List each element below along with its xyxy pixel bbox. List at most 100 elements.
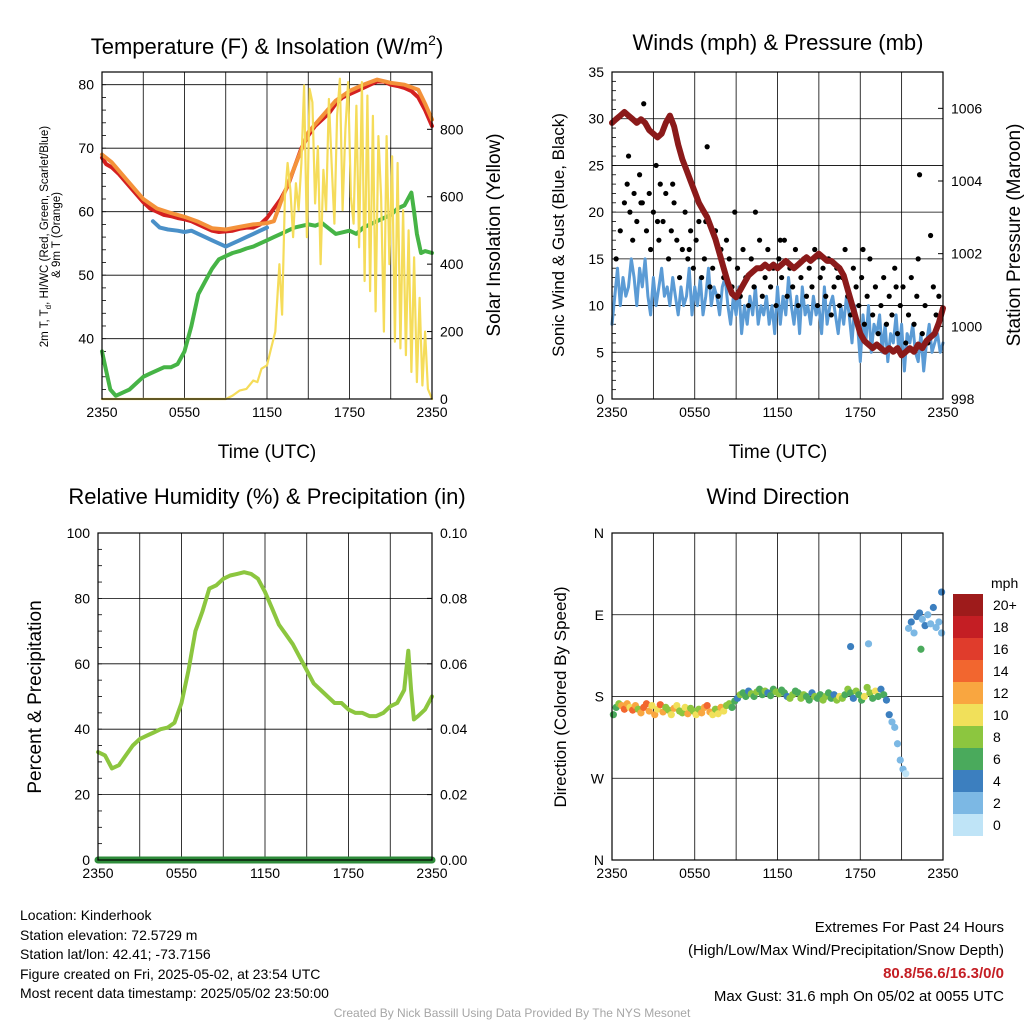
temperature-plot: 2350 0550 1150 1750 235040506070800200400600… (78, 71, 464, 420)
gust-point (806, 265, 812, 271)
wind-direction-point (767, 691, 775, 700)
y-tick-label: E (595, 607, 604, 623)
wind-direction-point (924, 611, 932, 619)
temperature-xlabel: Time (UTC) (218, 442, 317, 463)
wind-direction-point (849, 694, 857, 702)
wind-direction-point (841, 691, 849, 699)
gust-point (617, 228, 623, 234)
gust-point (803, 293, 810, 299)
legend-swatch (953, 726, 983, 748)
gust-point (625, 153, 632, 159)
y-tick-label: 0 (82, 852, 90, 868)
wind-direction-point (871, 687, 880, 695)
wind-direction-point (720, 707, 728, 715)
x-tick-label: 2350 (596, 404, 627, 420)
gust-point (809, 284, 815, 290)
x-tick-label: 1750 (845, 404, 876, 420)
wind-direction-point (684, 710, 692, 718)
gust-point (631, 190, 637, 197)
gust-point (777, 237, 783, 243)
y2-tick-label: 1002 (951, 246, 982, 262)
winds-ylabel: Sonic Wind & Gust (Blue, Black) (549, 113, 568, 357)
temperature-ylabel: 2m T, Td, HI/WC (Red, Green, Scarlet/Blu… (39, 123, 63, 348)
extremes-values: 80.8/56.6/16.3/0/0 (883, 965, 1004, 982)
wind-direction-point (910, 629, 918, 637)
rh-ylabel: Percent & Precipitation (25, 600, 46, 793)
legend-label: 10 (993, 707, 1009, 723)
legend-title: mph (991, 575, 1018, 591)
wind-direction-point (880, 691, 888, 699)
y-tick-label: 5 (596, 344, 604, 360)
y2-tick-label: 998 (951, 391, 975, 407)
wdir-ylabel: Direction (Colored By Speed) (551, 586, 570, 807)
gust-point (856, 302, 862, 309)
legend-label: 20+ (993, 597, 1017, 613)
plot-frame (101, 71, 433, 400)
gust-point (842, 246, 848, 253)
wind-direction-point (673, 701, 681, 710)
wind-direction-point (824, 689, 833, 697)
wind-direction-point (869, 694, 877, 702)
gust-point (704, 144, 710, 150)
figure-created: Figure created on Fri, 2025-05-02, at 23… (20, 965, 321, 982)
y2-tick-label: 400 (440, 256, 464, 272)
gust-point (745, 302, 752, 309)
gust-point (831, 284, 837, 290)
gust-point (936, 293, 942, 299)
gust-point (835, 274, 841, 281)
y-tick-label: 20 (74, 787, 90, 803)
gust-point (922, 302, 928, 309)
y2-tick-label: 1004 (951, 173, 982, 189)
y-tick-label: 40 (74, 721, 90, 737)
gust-point (883, 321, 890, 327)
y-tick-label: 10 (588, 298, 604, 314)
x-tick-label: 1750 (333, 865, 364, 881)
y2-tick-label: 1000 (951, 318, 982, 334)
gust-point (701, 256, 708, 262)
gust-point (762, 274, 768, 281)
gust-point (696, 218, 702, 225)
gust-point (643, 228, 650, 234)
gust-point (850, 265, 856, 271)
extremes-title: Extremes For Past 24 Hours (814, 919, 1004, 936)
y-tick-label: 80 (74, 590, 90, 606)
y-tick-label: 0 (596, 391, 604, 407)
wind-direction-point (866, 689, 874, 697)
wind-direction-point (926, 620, 935, 628)
x-tick-label: 2350 (416, 865, 447, 881)
temperature-y2label: Solar Insolation (Yellow) (484, 133, 505, 336)
x-tick-label: 0550 (169, 404, 200, 420)
y2-tick-label: 0.04 (440, 721, 467, 737)
plot-frame (611, 71, 944, 400)
x-tick-label: 1750 (334, 404, 365, 420)
gust-point (624, 181, 630, 187)
gust-point (630, 237, 636, 243)
x-tick-label: 2350 (416, 404, 447, 420)
gust-point (710, 265, 716, 271)
y2-tick-label: 800 (440, 121, 464, 137)
legend-swatch (953, 638, 983, 660)
gust-point (911, 321, 917, 327)
wind-direction-point (648, 701, 656, 710)
gust-point (919, 331, 925, 337)
wind-direction-point (907, 618, 915, 626)
gust-point (676, 274, 683, 281)
y2-tick-label: 0.06 (440, 656, 467, 672)
speed-legend: mph 20+ 18 16 14 12 10 8 6 4 2 0 (953, 575, 1018, 836)
plot-frame (97, 532, 433, 861)
wind-direction-point (656, 701, 664, 709)
station-location: Location: Kinderhook (20, 907, 152, 923)
wind-direction-point (645, 707, 653, 715)
x-tick-label: 1150 (252, 404, 282, 420)
gust-point (688, 228, 694, 234)
gust-point (715, 293, 721, 299)
wind-direction-point (681, 703, 689, 712)
gust-point (859, 274, 865, 281)
gust-point (820, 265, 826, 271)
max-gust: Max Gust: 31.6 mph On 05/02 at 0055 UTC (713, 988, 1004, 1005)
y2-tick-label: 0.08 (440, 590, 467, 606)
x-tick-label: 2350 (927, 404, 958, 420)
wind-direction-point (935, 618, 943, 626)
legend-swatch (953, 660, 983, 682)
